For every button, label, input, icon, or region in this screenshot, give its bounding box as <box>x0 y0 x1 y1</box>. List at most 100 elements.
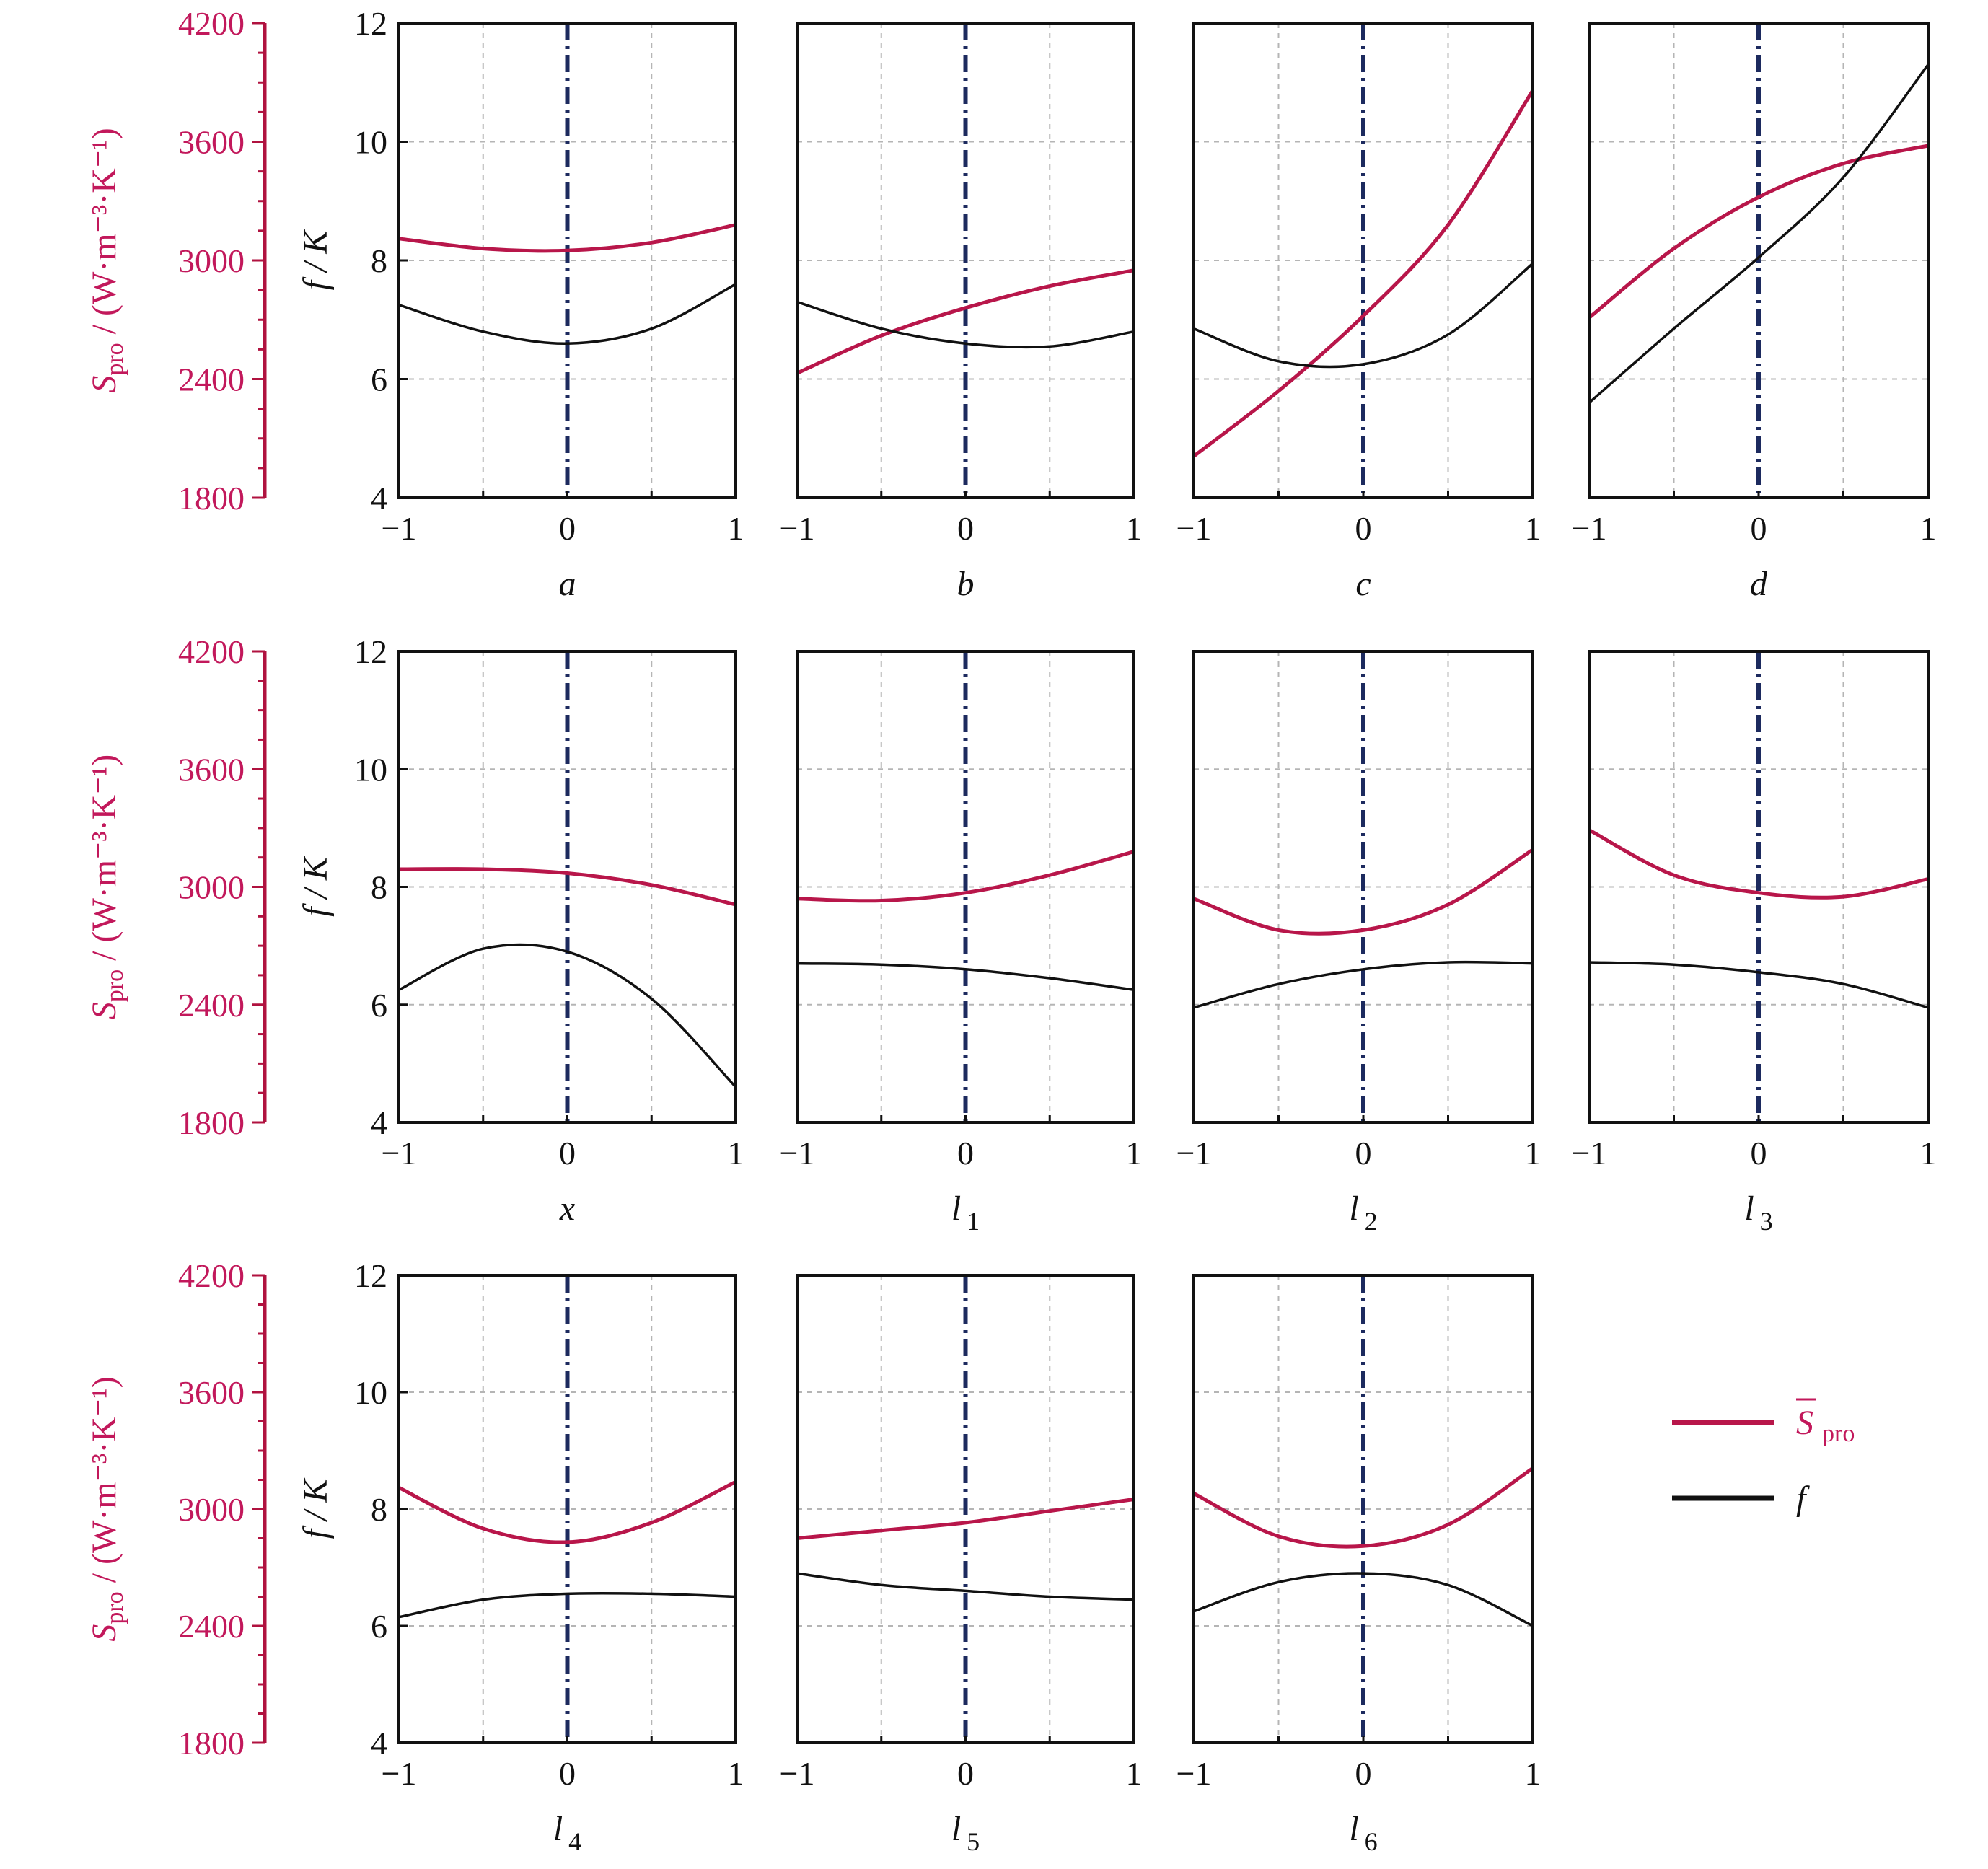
x-axis-label: x <box>559 1189 575 1228</box>
x-axis-label-main: a <box>559 565 576 603</box>
x-tick-label: −1 <box>1572 510 1607 547</box>
x-axis-label-main: l <box>553 1810 563 1848</box>
x-axis-label-sub: 4 <box>568 1827 581 1856</box>
series-line-spro <box>1588 828 1929 900</box>
x-tick-label: 0 <box>1355 1135 1372 1171</box>
x-axis-label-main: c <box>1355 565 1371 603</box>
panel-8: −1 0 1 l 3 <box>1572 650 1937 1236</box>
panel-6: −1 0 1l 1 <box>780 650 1143 1236</box>
x-axis-label-sub: 2 <box>1365 1207 1378 1236</box>
x-tick-label: −1 <box>1176 1135 1212 1171</box>
y-tick-label: 10 <box>354 124 387 161</box>
series-line-f <box>1588 63 1930 404</box>
left-axis-label-symbol: S <box>85 1624 123 1642</box>
x-axis-label-main: l <box>1744 1189 1754 1228</box>
left-axis-label-units: / (W·m⁻³·K⁻¹) <box>85 755 123 969</box>
x-tick-label: 0 <box>1355 1755 1372 1792</box>
series-line-spro <box>1193 848 1534 936</box>
left-axes-layer: 1800 2400 3000 3600 4200 Spro / (W·m⁻³·K⁻¹) 18… <box>85 5 267 1762</box>
x-tick-label: 1 <box>728 510 744 547</box>
x-tick-label: 0 <box>1751 510 1767 547</box>
y-tick-label: 12 <box>354 5 387 42</box>
x-tick-label: 0 <box>957 510 974 547</box>
series-line-f <box>398 943 737 1089</box>
left-axis-tick-label: 4200 <box>178 5 245 42</box>
left-axis-tick-label: 1800 <box>178 480 245 516</box>
legend-spro-symbol: S <box>1796 1404 1813 1442</box>
x-tick-label: 0 <box>1355 510 1372 547</box>
panel-4: −1 0 1 d <box>1572 22 1937 603</box>
series-line-f <box>398 1591 736 1619</box>
series-line-spro <box>1192 89 1535 458</box>
left-axis-tick-label: 4200 <box>178 633 245 670</box>
series-line-f <box>1193 1572 1534 1627</box>
panel-1: −1 0 1 a 4 6 8 10 12 f / K <box>296 5 744 603</box>
left-axis-label: Spro / (W·m⁻³·K⁻¹) <box>85 755 128 1019</box>
left-axis-label-sub: pro <box>102 343 128 375</box>
x-tick-label: −1 <box>1176 1755 1212 1792</box>
left-axis-tick-label: 2400 <box>178 361 245 398</box>
series-line-spro <box>1588 144 1929 320</box>
legend: S pro f <box>1672 1398 1855 1518</box>
x-axis-label-main: x <box>559 1189 575 1228</box>
legend-label-spro: S pro <box>1796 1404 1855 1447</box>
panel-10: −1 0 1 l 5 <box>780 1274 1143 1856</box>
left-axis-spro-row-1: 1800 2400 3000 3600 4200 Spro / (W·m⁻³·K⁻¹) <box>85 5 267 516</box>
series-line-spro <box>796 850 1135 903</box>
left-axis-label-sub: pro <box>102 1591 128 1624</box>
x-axis-label-sub: 5 <box>967 1827 980 1856</box>
series-line-f <box>1588 961 1929 1009</box>
series-line-spro <box>398 867 736 907</box>
y-tick-label: 12 <box>354 1257 387 1294</box>
x-tick-label: 1 <box>1126 510 1143 547</box>
y-tick-label: 4 <box>371 1104 387 1141</box>
y-tick-label: 6 <box>371 361 387 398</box>
y-tick-label: 8 <box>371 1491 387 1528</box>
y-tick-label: 4 <box>371 480 387 516</box>
legend-label-f: f <box>1796 1479 1810 1518</box>
x-axis-label: b <box>957 565 975 603</box>
x-tick-label: 1 <box>1525 510 1541 547</box>
left-axis-spro-row-3: 1800 2400 3000 3600 4200 Spro / (W·m⁻³·K⁻¹) <box>85 1257 267 1762</box>
x-tick-label: 1 <box>1920 1135 1937 1171</box>
x-axis-label-main: l <box>1349 1810 1358 1848</box>
x-tick-label: 1 <box>1126 1135 1143 1171</box>
left-axis-tick-label: 3000 <box>178 242 245 279</box>
y-tick-label: 8 <box>371 869 387 906</box>
x-tick-label: 0 <box>559 1755 576 1792</box>
x-tick-label: −1 <box>1176 510 1212 547</box>
left-axis-tick-label: 3600 <box>178 1374 245 1411</box>
y-tick-label: 12 <box>354 633 387 670</box>
left-axis-tick-label: 1800 <box>178 1104 245 1141</box>
x-tick-label: −1 <box>1572 1135 1607 1171</box>
left-axis-label: Spro / (W·m⁻³·K⁻¹) <box>85 1376 128 1641</box>
x-axis-label-sub: 6 <box>1365 1827 1378 1856</box>
x-axis-label-main: l <box>951 1189 961 1228</box>
y-tick-label: 4 <box>371 1725 387 1762</box>
y-tick-label: 6 <box>371 987 387 1024</box>
x-tick-label: 1 <box>728 1135 744 1171</box>
left-axis-tick-label: 2400 <box>178 987 245 1024</box>
series-line-spro <box>1192 1466 1534 1549</box>
left-axis-label-units: / (W·m⁻³·K⁻¹) <box>85 1376 123 1591</box>
left-axis-tick-label: 3000 <box>178 1491 245 1528</box>
x-axis-label-sub: 1 <box>967 1207 980 1236</box>
x-tick-label: 1 <box>1525 1755 1541 1792</box>
x-tick-label: 0 <box>1751 1135 1767 1171</box>
x-tick-label: −1 <box>382 510 417 547</box>
y-tick-label: 8 <box>371 242 387 279</box>
series-line-spro <box>398 223 736 253</box>
x-tick-label: 1 <box>728 1755 744 1792</box>
left-axis-label-symbol: S <box>85 376 123 393</box>
series-line-f <box>796 300 1135 349</box>
left-axis-tick-label: 4200 <box>178 1257 245 1294</box>
x-axis-label-main: b <box>957 565 975 603</box>
legend-spro-sub: pro <box>1822 1420 1855 1447</box>
left-axis-spro-row-2: 1800 2400 3000 3600 4200 Spro / (W·m⁻³·K⁻¹) <box>85 633 267 1141</box>
